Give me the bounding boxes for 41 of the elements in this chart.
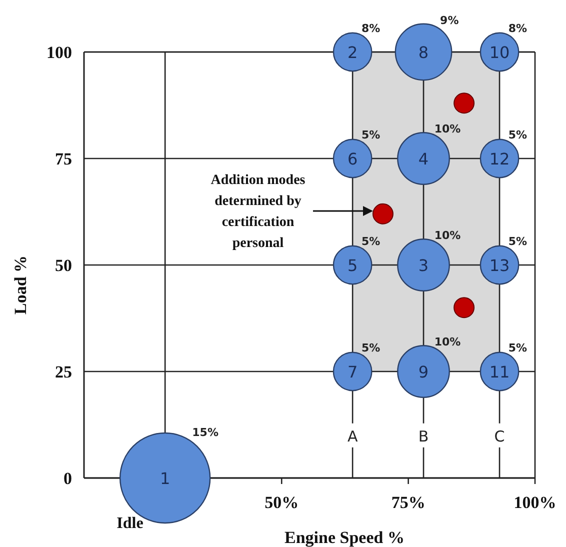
y-axis-title: Load % — [11, 255, 30, 315]
y-tick-label: 25 — [55, 362, 72, 382]
annotation: 9 — [418, 362, 429, 382]
annotation: 11 — [489, 362, 510, 382]
y-tick-label: 75 — [55, 150, 72, 168]
annotation: 5 — [347, 256, 358, 275]
annotation: 5% — [361, 341, 380, 354]
x-tick-label: 75% — [391, 493, 426, 512]
annotation: 15% — [192, 426, 218, 439]
annotation: 5% — [508, 234, 528, 248]
text: 8% — [361, 22, 380, 35]
y-tick-label: 100 — [46, 43, 72, 62]
x-tick-label: 100% — [514, 493, 556, 512]
annotation: 10% — [434, 229, 461, 242]
annotation: 10 — [489, 43, 510, 62]
y-tick-label: 0 — [64, 469, 72, 488]
annotation: 12 — [489, 150, 510, 168]
annotation: 3 — [418, 256, 429, 275]
annotation: 6 — [347, 150, 358, 168]
annotation: 7 — [347, 362, 358, 382]
x-axis-title: Engine Speed % — [284, 528, 404, 547]
ref-line-label: C — [494, 427, 505, 446]
annotation: 5% — [361, 128, 380, 142]
text: 9% — [440, 14, 459, 28]
text: 8% — [508, 22, 528, 35]
annotation: 5% — [508, 128, 528, 142]
annotation: 8 — [418, 43, 429, 62]
y-tick-label: 50 — [55, 256, 72, 275]
annotation: 10% — [434, 122, 461, 136]
annotation: Addition modes determined by certification personal — [210, 173, 306, 251]
ref-line-label: A — [347, 427, 358, 446]
annotation: 4 — [418, 150, 429, 168]
text: Idle — [116, 515, 144, 532]
annotation: 1 — [160, 469, 170, 488]
ref-line-label: B — [418, 427, 429, 446]
annotation: 10% — [434, 336, 461, 349]
annotation: 13 — [489, 256, 510, 275]
annotation: 5% — [361, 234, 380, 248]
x-tick-label: 50% — [264, 493, 299, 512]
annotation: 2 — [347, 43, 358, 62]
annotation: 5% — [508, 341, 528, 354]
